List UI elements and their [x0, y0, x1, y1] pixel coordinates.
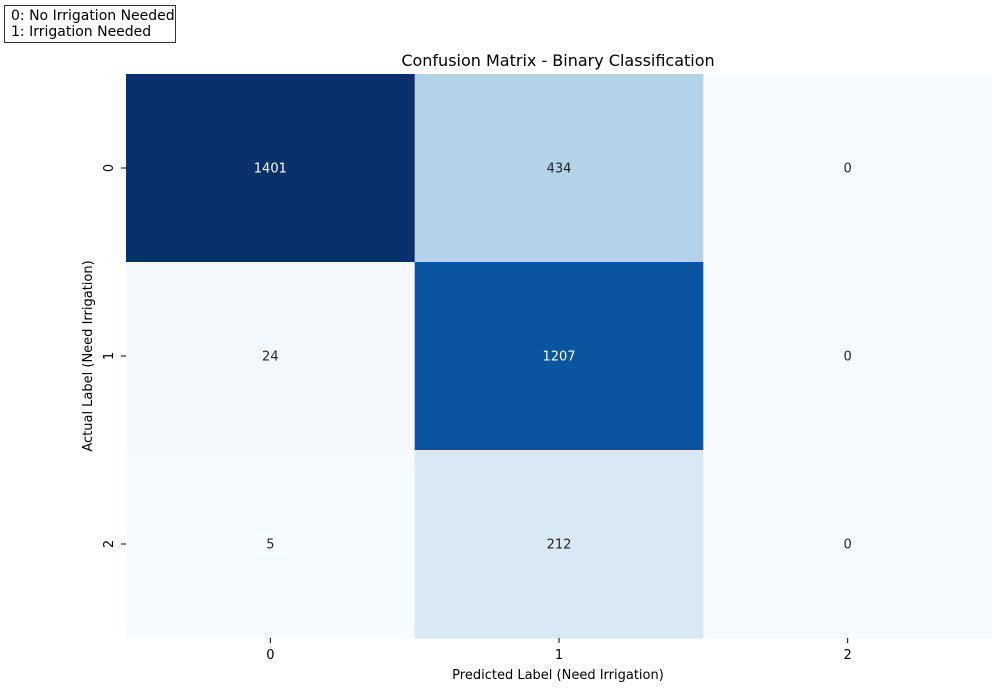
x-tick-label-2: 2 — [844, 648, 852, 663]
cell-value-r1-c1: 1207 — [542, 350, 575, 365]
class-legend-box: 0: No Irrigation Needed 1: Irrigation Ne… — [4, 5, 176, 43]
cell-value-r2-c2: 0 — [844, 538, 852, 553]
legend-line-0: 0: No Irrigation Needed — [11, 8, 175, 24]
heatmap-cell-r2-c2 — [703, 450, 993, 639]
heatmap-cells — [126, 74, 993, 639]
cell-value-r2-c0: 5 — [266, 538, 274, 553]
cell-value-r0-c0: 1401 — [254, 162, 287, 177]
heatmap-cell-labels: 1401 434 0 24 1207 0 5 212 0 — [254, 162, 852, 553]
y-tick-label-0: 0 — [102, 164, 117, 172]
heatmap-cell-r2-c1 — [414, 450, 704, 639]
y-axis-ticks: 0 1 2 — [102, 164, 126, 548]
heatmap-cell-r0-c2 — [703, 74, 993, 263]
heatmap-cell-r2-c0 — [126, 450, 416, 639]
heatmap-cell-r1-c2 — [703, 262, 993, 451]
cell-value-r1-c2: 0 — [844, 350, 852, 365]
heatmap-cell-r1-c0 — [126, 262, 416, 451]
x-tick-label-0: 0 — [266, 648, 274, 663]
y-axis-label: Actual Label (Need Irrigation) — [81, 260, 96, 451]
heatmap-cell-r0-c0 — [126, 74, 416, 263]
heatmap-cell-r0-c1 — [414, 74, 704, 263]
x-axis-label: Predicted Label (Need Irrigation) — [452, 668, 664, 683]
y-tick-label-1: 1 — [102, 352, 117, 360]
cell-value-r0-c1: 434 — [547, 162, 572, 177]
y-tick-label-2: 2 — [102, 540, 117, 548]
legend-line-1: 1: Irrigation Needed — [11, 24, 152, 40]
cell-value-r0-c2: 0 — [844, 162, 852, 177]
x-axis-ticks: 0 1 2 — [266, 638, 852, 663]
cell-value-r2-c1: 212 — [547, 538, 572, 553]
cell-value-r1-c0: 24 — [262, 350, 279, 365]
chart-title: Confusion Matrix - Binary Classification — [401, 51, 714, 70]
heatmap-cell-r1-c1 — [414, 262, 704, 451]
x-tick-label-1: 1 — [555, 648, 563, 663]
